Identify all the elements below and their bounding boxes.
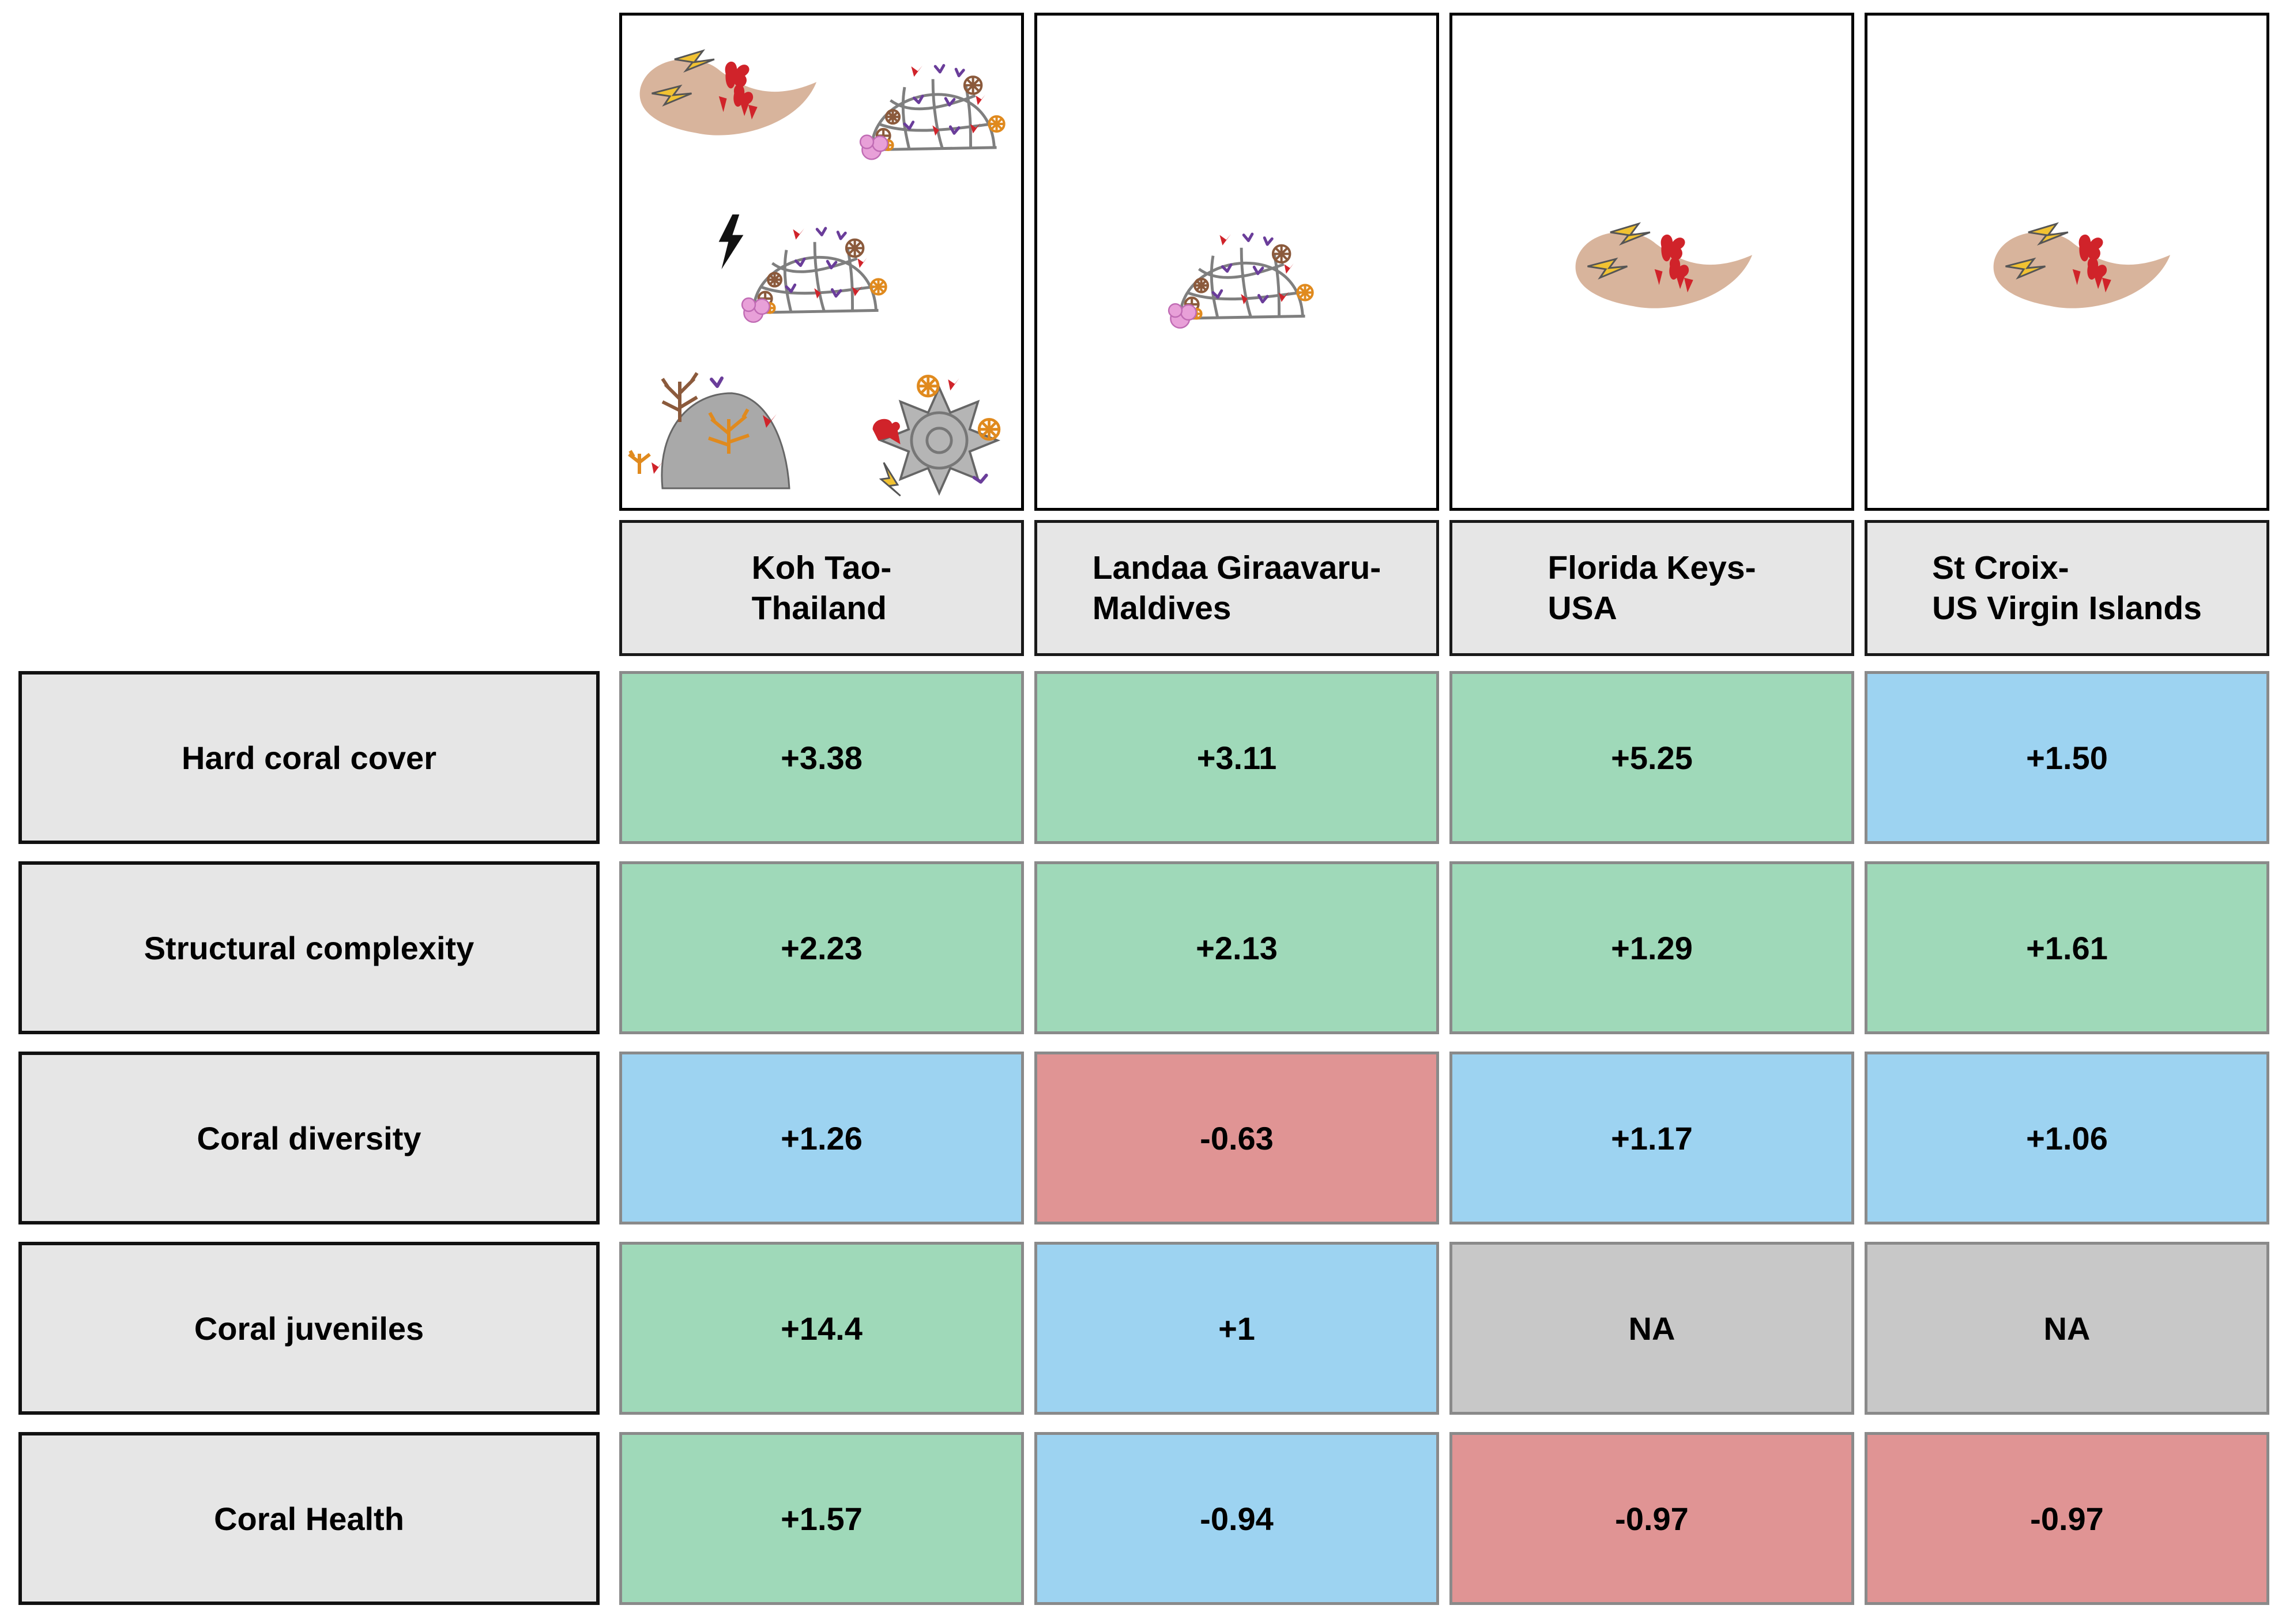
value-cell: -0.97 (1865, 1432, 2269, 1605)
illustration-panel-florida (1449, 13, 1854, 511)
st-croix-structures-figure (1993, 223, 2171, 310)
value-cell: -0.97 (1449, 1432, 1854, 1605)
rock-pile-structure-icon (1575, 223, 1753, 310)
row-label-coral-juveniles: Coral juveniles (18, 1242, 600, 1415)
site-header-landaa: Landaa Giraavaru- Maldives (1034, 520, 1439, 656)
value-cell: +2.13 (1034, 861, 1439, 1034)
value-cell: +1 (1034, 1242, 1439, 1415)
lightning-bolt-icon (718, 214, 744, 269)
value-cell: +5.25 (1449, 671, 1854, 844)
coral-boulder-icon (629, 373, 789, 488)
landaa-structures-figure (1037, 16, 1436, 508)
value-cell: +1.26 (619, 1052, 1024, 1224)
spider-frame-structure-icon (860, 66, 1004, 160)
value-cell: +14.4 (619, 1242, 1024, 1415)
value-cell: NA (1449, 1242, 1854, 1415)
value-cell: +1.50 (1865, 671, 2269, 844)
site-name-line2: USA (1547, 590, 1617, 627)
row-label-coral-health: Coral Health (18, 1432, 600, 1605)
site-header-koh-tao: Koh Tao- Thailand (619, 520, 1024, 656)
site-name-line1: Koh Tao- (751, 549, 892, 586)
row-label-structural-complexity: Structural complexity (18, 861, 600, 1034)
value-cell: -0.94 (1034, 1432, 1439, 1605)
row-label-coral-diversity: Coral diversity (18, 1052, 600, 1224)
site-name-line2: Maldives (1092, 590, 1232, 627)
value-cell: NA (1865, 1242, 2269, 1415)
value-cell: +1.06 (1865, 1052, 2269, 1224)
rock-pile-structure-icon (639, 50, 818, 137)
reef-star-structure-icon (873, 376, 999, 496)
site-name-line2: US Virgin Islands (1932, 590, 2202, 627)
row-label-hard-coral-cover: Hard coral cover (18, 671, 600, 844)
site-header-florida: Florida Keys- USA (1449, 520, 1854, 656)
value-cell: +1.17 (1449, 1052, 1854, 1224)
spider-frame-structure-icon (1169, 234, 1313, 328)
rock-pile-structure-icon (1993, 223, 2171, 310)
illustration-panel-st-croix (1865, 13, 2269, 511)
electrified-spider-frame-icon (742, 228, 886, 322)
value-cell: +1.61 (1865, 861, 2269, 1034)
site-header-st-croix: St Croix- US Virgin Islands (1865, 520, 2269, 656)
florida-structures-figure (1575, 223, 1753, 310)
site-name-line1: St Croix- (1932, 549, 2069, 586)
illustration-panel-landaa (1034, 13, 1439, 511)
koh-tao-structures-figure (622, 50, 1021, 508)
value-cell: -0.63 (1034, 1052, 1439, 1224)
value-cell: +2.23 (619, 861, 1024, 1034)
value-cell: +1.29 (1449, 861, 1854, 1034)
illustration-panel-koh-tao (619, 13, 1024, 511)
value-cell: +3.11 (1034, 671, 1439, 844)
value-cell: +3.38 (619, 671, 1024, 844)
site-name-line2: Thailand (751, 590, 887, 627)
site-name-line1: Landaa Giraavaru- (1092, 549, 1381, 586)
value-cell: +1.57 (619, 1432, 1024, 1605)
site-name-line1: Florida Keys- (1547, 549, 1756, 586)
